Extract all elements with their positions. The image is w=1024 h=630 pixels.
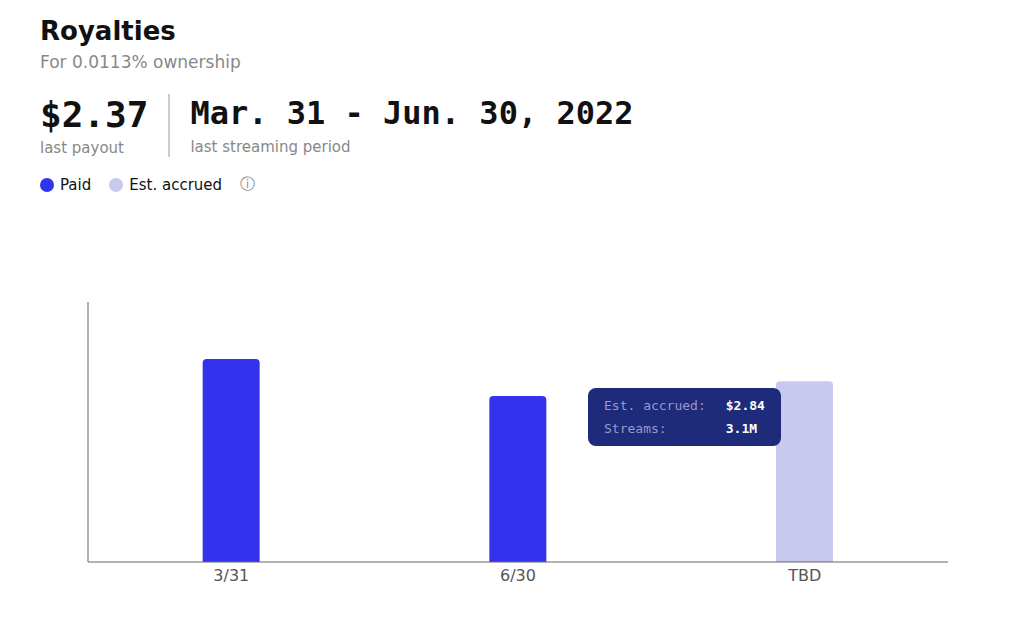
svg-text:6/30: 6/30	[500, 566, 536, 585]
svg-text:TBD: TBD	[787, 566, 821, 585]
html-text:3.1M: 3.1M	[725, 421, 758, 436]
html-text:Mar. 31 - Jun. 30, 2022: Mar. 31 - Jun. 30, 2022	[190, 94, 634, 132]
html-text:Streams:: Streams:	[604, 421, 667, 436]
html-text:$2.37: $2.37	[40, 94, 149, 135]
html-text:Est. accrued:: Est. accrued:	[604, 398, 706, 413]
html-text:Est. accrued: Est. accrued	[129, 175, 223, 194]
html-text:Paid: Paid	[60, 175, 92, 194]
html-text:last payout: last payout	[40, 139, 124, 157]
html-text:$2.84: $2.84	[725, 398, 765, 413]
svg-text:3/31: 3/31	[213, 566, 249, 585]
html-text:last streaming period: last streaming period	[190, 138, 351, 156]
html-text:Royalties: Royalties	[40, 16, 176, 46]
html-text:For 0.0113% ownership: For 0.0113% ownership	[40, 52, 241, 72]
